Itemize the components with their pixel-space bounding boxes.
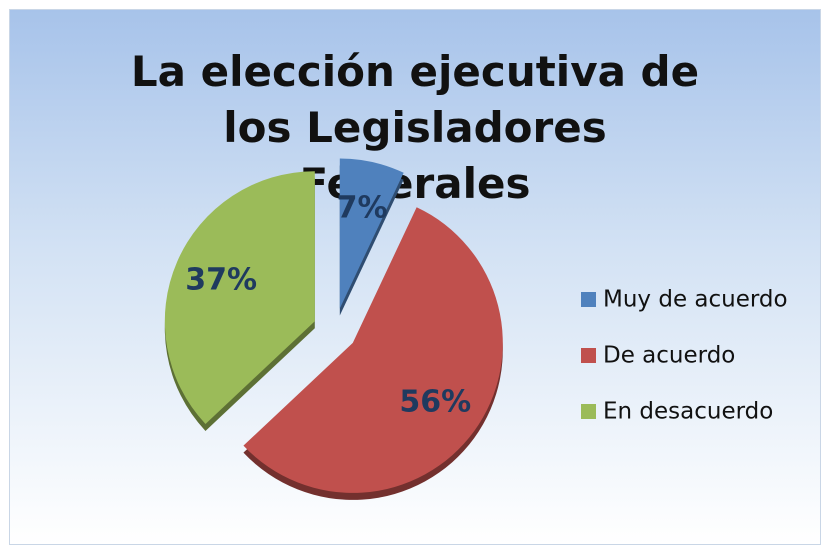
legend-label: En desacuerdo [603,399,773,425]
legend-swatch [581,292,596,307]
legend-label: Muy de acuerdo [603,287,788,313]
legend-swatch [581,348,596,363]
value-label: 7% [337,190,388,225]
legend-label: De acuerdo [603,343,735,369]
chart-title: La elección ejecutiva de los Legisladore… [130,47,700,208]
value-label: 37% [185,262,257,297]
slice [339,158,404,309]
slice [243,207,503,493]
legend-swatch [581,404,596,419]
value-label: 56% [399,384,471,419]
slice [164,171,315,424]
